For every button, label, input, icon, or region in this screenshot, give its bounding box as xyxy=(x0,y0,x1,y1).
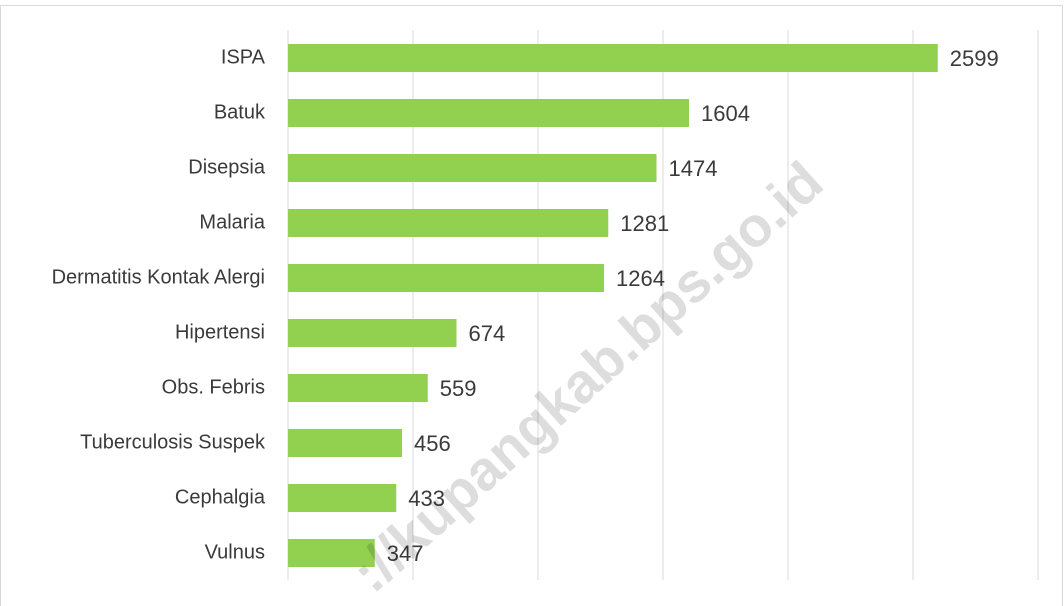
bar xyxy=(288,374,428,402)
bar xyxy=(288,429,402,457)
bar xyxy=(288,319,457,347)
category-label: Dermatitis Kontak Alergi xyxy=(52,266,265,288)
bar xyxy=(288,539,375,567)
category-label: Malaria xyxy=(199,211,265,233)
value-label: 2599 xyxy=(950,46,999,71)
bar xyxy=(288,209,609,237)
chart-frame xyxy=(0,5,1063,606)
value-label: 433 xyxy=(408,486,445,511)
category-label: Batuk xyxy=(214,101,266,123)
category-label: Vulnus xyxy=(205,541,265,563)
category-label: Obs. Febris xyxy=(162,376,265,398)
value-label: 347 xyxy=(387,541,424,566)
bar xyxy=(288,99,689,127)
value-label: 674 xyxy=(469,321,506,346)
category-label: ISPA xyxy=(221,46,266,68)
category-label: Hipertensi xyxy=(175,321,265,343)
value-label: 1264 xyxy=(616,266,665,291)
category-label: Disepsia xyxy=(188,156,266,178)
value-label: 456 xyxy=(414,431,451,456)
value-label: 1474 xyxy=(669,156,718,181)
value-label: 1281 xyxy=(620,211,669,236)
bar xyxy=(288,154,657,182)
value-label: 1604 xyxy=(701,101,750,126)
bar xyxy=(288,44,938,72)
bar xyxy=(288,264,604,292)
category-label: Tuberculosis Suspek xyxy=(80,431,266,453)
category-label: Cephalgia xyxy=(175,486,266,508)
value-label: 559 xyxy=(440,376,477,401)
bar xyxy=(288,484,397,512)
